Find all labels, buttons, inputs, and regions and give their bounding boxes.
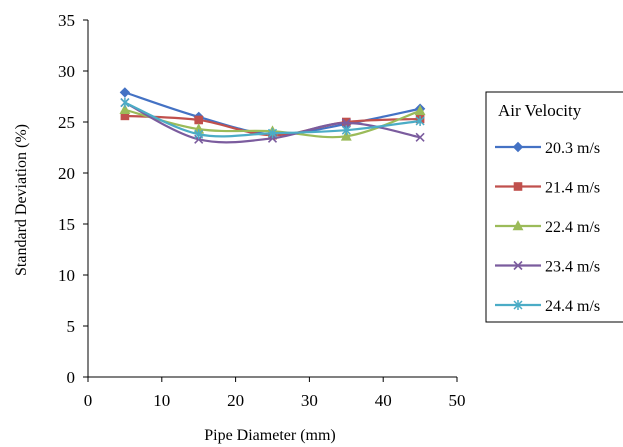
- legend-entry: 20.3 m/s: [495, 140, 600, 157]
- legend: Air Velocity 20.3 m/s 21.4 m/s 22.4 m/s 23.…: [485, 91, 623, 323]
- y-tick-label: 30: [58, 62, 75, 81]
- x-tick-label: 40: [375, 391, 392, 410]
- legend-label: 23.4 m/s: [545, 259, 600, 276]
- legend-box: [485, 91, 623, 323]
- x-tick-label: 0: [84, 391, 93, 410]
- x-axis-title: Pipe Diameter (mm): [204, 427, 336, 444]
- legend-swatch-marker: [513, 300, 523, 310]
- x-tick-label: 30: [301, 391, 318, 410]
- y-tick-label: 25: [58, 113, 75, 132]
- data-point: [119, 103, 131, 115]
- legend-entry: 23.4 m/s: [495, 259, 600, 276]
- data-point: [415, 115, 425, 126]
- data-point: [341, 118, 351, 128]
- data-point: [267, 128, 278, 139]
- legend-entry: 21.4 m/s: [495, 180, 600, 197]
- legend-swatch-marker: [512, 141, 524, 153]
- legend-label: 22.4 m/s: [545, 219, 600, 236]
- y-axis-title: Standard Deviation (%): [13, 124, 30, 276]
- legend-swatch-marker: [513, 260, 523, 271]
- x-tick-label: 50: [449, 391, 466, 410]
- y-axis: 0 5 10 15 20 25 30 35: [58, 11, 89, 387]
- data-point: [341, 125, 351, 136]
- legend-label: 20.3 m/s: [545, 140, 600, 157]
- y-tick-label: 0: [67, 368, 76, 387]
- x-tick-label: 10: [153, 391, 170, 410]
- data-point: [194, 129, 204, 140]
- legend-label: 21.4 m/s: [545, 180, 600, 197]
- series-5: [120, 97, 425, 140]
- data-point: [119, 87, 131, 98]
- data-point: [415, 132, 425, 142]
- legend-swatch-marker: [513, 182, 523, 191]
- y-tick-label: 20: [58, 164, 75, 183]
- legend-title: Air Velocity: [498, 101, 582, 120]
- data-point: [340, 130, 352, 141]
- data-point: [120, 97, 130, 108]
- y-tick-label: 35: [58, 11, 75, 30]
- y-tick-label: 5: [67, 317, 76, 336]
- data-point: [414, 104, 426, 116]
- x-tick-label: 20: [227, 391, 244, 410]
- y-tick-label: 15: [58, 215, 75, 234]
- legend-entry: 22.4 m/s: [495, 219, 600, 236]
- series-4: [120, 98, 425, 144]
- legend-label: 24.4 m/s: [545, 298, 600, 315]
- data-point: [194, 115, 203, 125]
- legend-entry: 24.4 m/s: [495, 298, 600, 315]
- x-axis: 0 10 20 30 40 50: [84, 376, 466, 410]
- legend-swatch-marker: [512, 220, 524, 231]
- series-layer: [119, 87, 426, 144]
- y-tick-label: 10: [58, 266, 75, 285]
